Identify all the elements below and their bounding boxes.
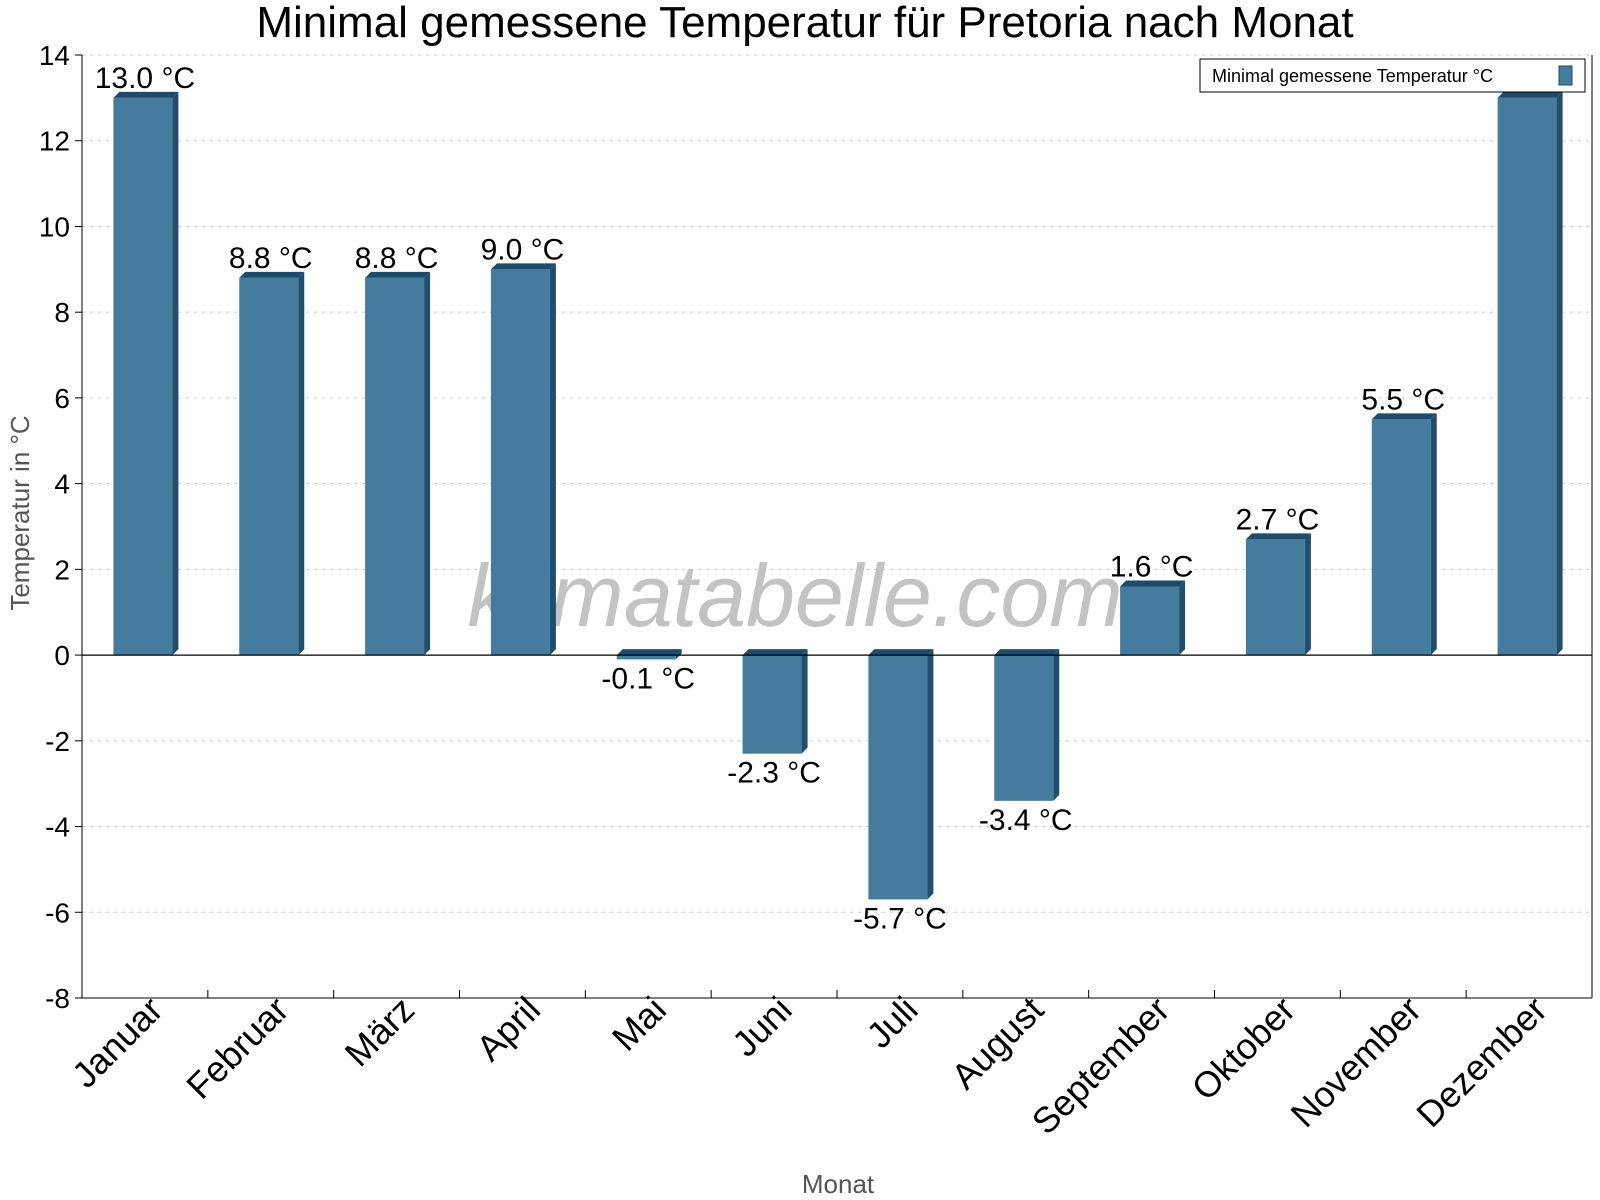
bar-top: [1497, 91, 1563, 98]
legend-swatch: [1558, 65, 1573, 86]
bar-april: [490, 263, 556, 656]
bar-side: [675, 649, 682, 660]
bar-side: [424, 271, 431, 656]
y-axis-label: Temperatur in °C: [5, 415, 35, 610]
y-tick-label: -2: [45, 726, 70, 757]
bar-top: [1371, 413, 1437, 420]
x-tick-label: Februar: [178, 989, 296, 1107]
bar: [742, 655, 802, 754]
x-tick-label: September: [1024, 989, 1178, 1143]
bar-top: [742, 649, 808, 656]
y-tick-label: 14: [39, 40, 70, 71]
bar-top: [616, 649, 682, 656]
bar-side: [172, 91, 179, 656]
bar-side: [801, 649, 808, 754]
bar-top: [113, 91, 179, 98]
watermark: klimatabelle.com: [467, 546, 1122, 645]
x-axis-label: Monat: [802, 1169, 875, 1199]
bar-top: [1120, 580, 1186, 587]
grid: [82, 54, 1592, 999]
bar-side: [549, 263, 556, 656]
bar-side: [1304, 533, 1311, 656]
y-tick-label: 12: [39, 126, 70, 157]
bar-august: [994, 649, 1060, 801]
y-tick-label: 10: [39, 211, 70, 242]
bar: [239, 277, 299, 656]
x-tick-label: Oktober: [1184, 989, 1304, 1109]
bar-oktober: [1245, 533, 1311, 656]
bar-top: [994, 649, 1060, 656]
bar-mai: [616, 649, 682, 660]
bar-märz: [365, 271, 431, 656]
legend: Minimal gemessene Temperatur °C: [1199, 58, 1586, 93]
bar: [1120, 586, 1180, 656]
x-tick-label: Juli: [858, 989, 925, 1056]
bar-september: [1120, 580, 1186, 656]
bar-februar: [239, 271, 305, 656]
x-tick-label: Dezember: [1408, 989, 1554, 1135]
y-tick-label: 6: [54, 383, 70, 414]
data-label: 8.8 °C: [229, 242, 313, 275]
bar: [490, 269, 550, 656]
data-label: -2.3 °C: [727, 757, 821, 790]
data-labels: 13.0 °C 8.8 °C 8.8 °C 9.0 °C -0.1 °C -2.3 °C -…: [95, 62, 1445, 936]
bar-november: [1371, 413, 1437, 656]
x-tick-label: April: [468, 989, 548, 1069]
y-tick-label: 0: [54, 640, 70, 671]
data-label: 2.7 °C: [1236, 503, 1320, 536]
bar-side: [1179, 580, 1186, 656]
x-tick-label: Juni: [724, 989, 800, 1065]
bar: [1497, 97, 1557, 656]
data-label: -3.4 °C: [979, 804, 1073, 837]
bar-top: [1245, 533, 1311, 540]
bar-side: [1556, 91, 1563, 656]
data-label: 13.0 °C: [95, 62, 195, 95]
bar: [616, 655, 676, 660]
y-tick-label: -4: [45, 812, 70, 843]
data-label: -0.1 °C: [601, 662, 695, 695]
y-tick-label: 2: [54, 554, 70, 585]
data-label: 1.6 °C: [1110, 551, 1194, 584]
bar-side: [298, 271, 305, 656]
y-tick-label: -6: [45, 897, 70, 928]
bar-top: [239, 271, 305, 278]
x-tick-label: Januar: [64, 989, 171, 1096]
bar-top: [490, 263, 556, 270]
x-tick-label: März: [337, 989, 423, 1075]
bar: [1245, 539, 1305, 656]
bar: [1371, 419, 1431, 656]
bar: [113, 97, 173, 656]
data-label: 9.0 °C: [481, 233, 565, 266]
bar: [994, 655, 1054, 801]
y-tick-label: 4: [54, 469, 70, 500]
data-label: -5.7 °C: [853, 902, 947, 935]
bar-side: [1430, 413, 1437, 656]
bar: [868, 655, 928, 900]
bar-side: [927, 649, 934, 900]
bar: [365, 277, 425, 656]
bar-januar: [113, 91, 179, 656]
legend-label: Minimal gemessene Temperatur °C: [1212, 66, 1493, 86]
chart-title: Minimal gemessene Temperatur für Pretori…: [256, 0, 1353, 47]
bar-side: [1053, 649, 1060, 801]
bars: [113, 91, 1563, 900]
x-tick-label: Mai: [604, 989, 674, 1059]
y-tick-label: -8: [45, 983, 70, 1014]
bar-top: [868, 649, 934, 656]
x-tick-label: November: [1282, 989, 1428, 1135]
bar-dezember: [1497, 91, 1563, 656]
data-label: 5.5 °C: [1361, 383, 1445, 416]
x-tick-label: August: [943, 989, 1051, 1097]
y-tick-label: 8: [54, 297, 70, 328]
data-label: 8.8 °C: [355, 242, 439, 275]
bar-top: [365, 271, 431, 278]
bar-juli: [868, 649, 934, 900]
watermark-layer: klimatabelle.com: [467, 546, 1122, 645]
legend-box: [1199, 58, 1586, 93]
bar-juni: [742, 649, 808, 754]
